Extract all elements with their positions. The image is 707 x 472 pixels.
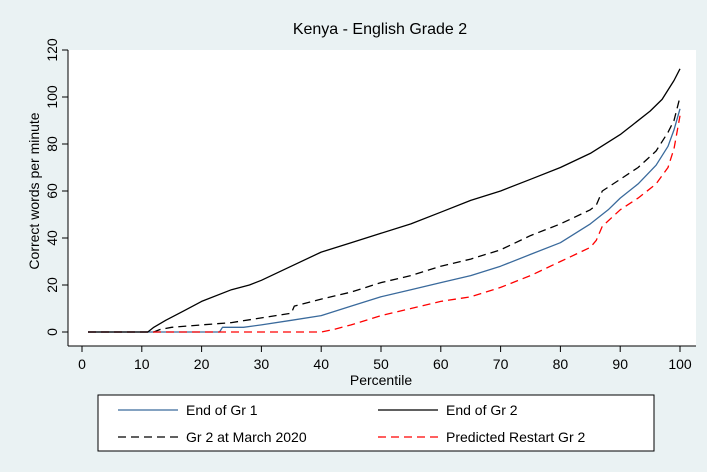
x-tick-label: 70 [493,356,509,372]
plot-area [68,50,696,346]
x-tick-label: 40 [313,356,329,372]
y-tick-label: 40 [44,230,60,246]
y-tick-label: 120 [44,38,60,62]
x-tick-label: 60 [433,356,449,372]
x-axis-label: Percentile [350,372,412,388]
legend-box [97,394,655,452]
legend-label: Gr 2 at March 2020 [186,429,307,445]
series-line-predicted-restart-gr-2 [88,115,681,333]
series-line-gr-2-at-march-2020 [88,96,681,333]
series-line-end-of-gr-1 [88,108,681,333]
legend: End of Gr 1 End of Gr 2 Gr 2 at March 2020… [118,402,585,445]
legend-label: End of Gr 1 [186,402,258,418]
legend-label: Predicted Restart Gr 2 [446,429,585,445]
x-tick-label: 10 [134,356,150,372]
chart-title: Kenya - English Grade 2 [293,21,467,38]
x-tick-label: 80 [553,356,569,372]
x-tick-label: 50 [373,356,389,372]
y-tick-label: 20 [44,277,60,293]
y-tick-label: 60 [44,183,60,199]
y-tick-label: 80 [44,136,60,152]
series-line-end-of-gr-2 [88,68,681,333]
x-tick-label: 20 [194,356,210,372]
y-axis-label: Correct words per minute [26,112,42,269]
x-tick-label: 90 [612,356,628,372]
y-axis: 0 20 40 60 80 100 120 [44,38,69,346]
legend-label: End of Gr 2 [446,402,518,418]
x-tick-label: 100 [668,356,692,372]
x-tick-label: 30 [254,356,270,372]
y-tick-label: 100 [44,85,60,109]
x-tick-label: 0 [78,356,86,372]
y-tick-label: 0 [44,328,60,336]
series-layer [88,68,681,333]
x-axis: 0 10 20 30 40 50 60 70 80 90 100 [68,345,696,372]
